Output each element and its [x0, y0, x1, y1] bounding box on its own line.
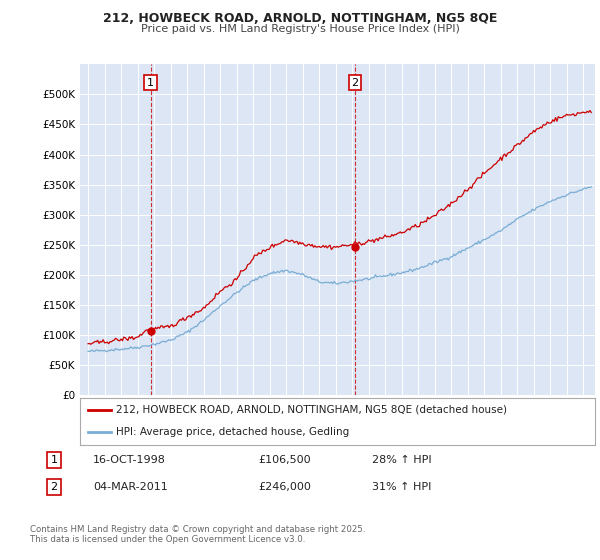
Text: £106,500: £106,500: [258, 455, 311, 465]
Text: 28% ↑ HPI: 28% ↑ HPI: [372, 455, 431, 465]
Text: 16-OCT-1998: 16-OCT-1998: [93, 455, 166, 465]
Text: 212, HOWBECK ROAD, ARNOLD, NOTTINGHAM, NG5 8QE (detached house): 212, HOWBECK ROAD, ARNOLD, NOTTINGHAM, N…: [116, 404, 507, 414]
Text: 1: 1: [147, 78, 154, 87]
Text: 212, HOWBECK ROAD, ARNOLD, NOTTINGHAM, NG5 8QE: 212, HOWBECK ROAD, ARNOLD, NOTTINGHAM, N…: [103, 12, 497, 25]
Text: HPI: Average price, detached house, Gedling: HPI: Average price, detached house, Gedl…: [116, 427, 349, 437]
Text: Contains HM Land Registry data © Crown copyright and database right 2025.
This d: Contains HM Land Registry data © Crown c…: [30, 525, 365, 544]
Text: Price paid vs. HM Land Registry's House Price Index (HPI): Price paid vs. HM Land Registry's House …: [140, 24, 460, 34]
Text: 31% ↑ HPI: 31% ↑ HPI: [372, 482, 431, 492]
Text: 2: 2: [50, 482, 58, 492]
Text: 1: 1: [50, 455, 58, 465]
Text: 04-MAR-2011: 04-MAR-2011: [93, 482, 168, 492]
Text: 2: 2: [351, 78, 358, 87]
Text: £246,000: £246,000: [258, 482, 311, 492]
